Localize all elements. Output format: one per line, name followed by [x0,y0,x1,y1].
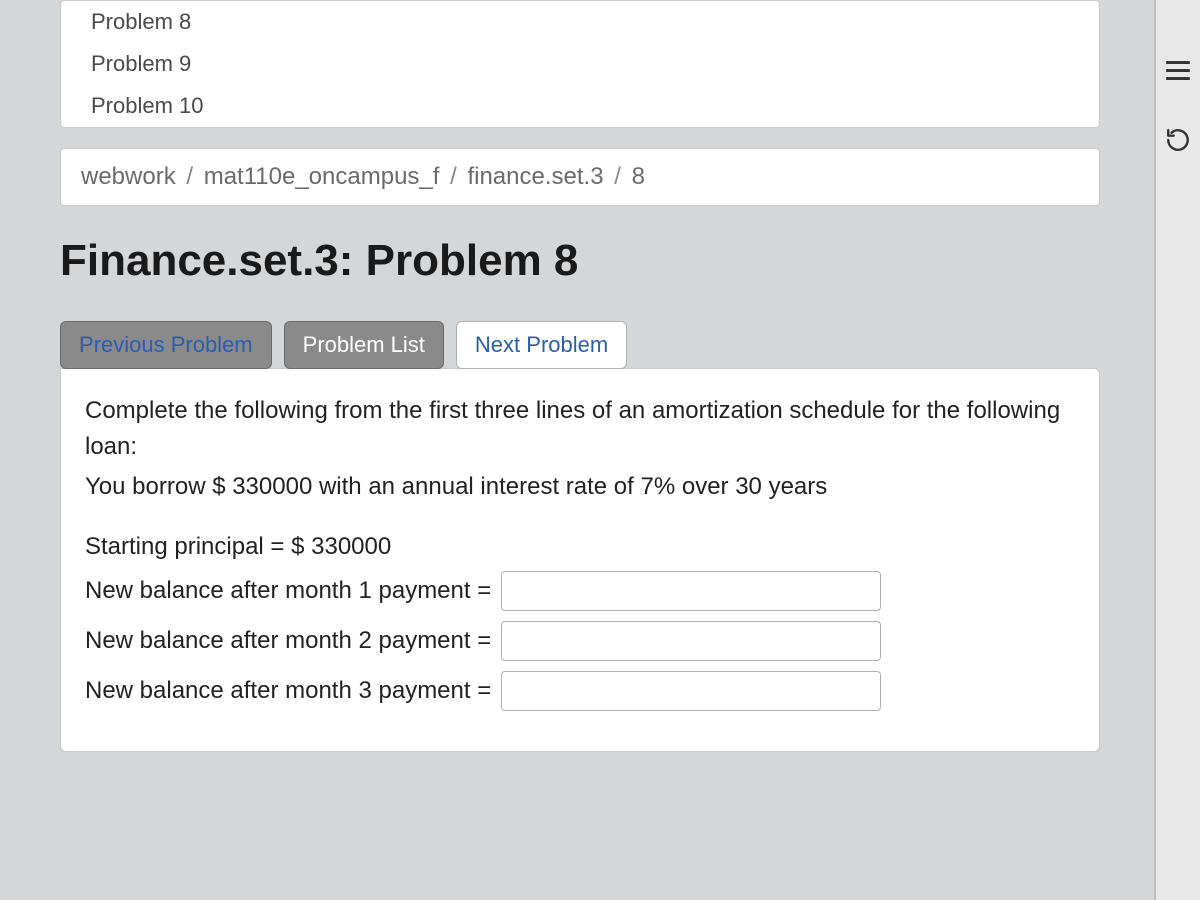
breadcrumb-webwork[interactable]: webwork [81,163,176,190]
menu-icon[interactable] [1163,55,1193,85]
sidebar-item-problem-10[interactable]: Problem 10 [61,85,1099,127]
answer-input-3[interactable] [501,671,881,711]
answer-row-3: New balance after month 3 payment = [85,671,1075,711]
breadcrumb-set[interactable]: finance.set.3 [467,163,603,190]
answer-row-2: New balance after month 2 payment = [85,621,1075,661]
breadcrumb-course[interactable]: mat110e_oncampus_f [204,163,440,190]
answer-input-2[interactable] [501,621,881,661]
breadcrumb: webwork / mat110e_oncampus_f / finance.s… [60,148,1100,206]
answer-row-1: New balance after month 1 payment = [85,571,1075,611]
next-problem-button[interactable]: Next Problem [456,321,627,369]
starting-principal: Starting principal = $ 330000 [85,529,1075,565]
undo-icon[interactable] [1163,125,1193,155]
nav-buttons: Previous Problem Problem List Next Probl… [60,321,1100,369]
problem-intro: Complete the following from the first th… [85,393,1075,465]
page-title: Finance.set.3: Problem 8 [60,236,1100,286]
answer-input-1[interactable] [501,571,881,611]
sidebar-item-problem-9[interactable]: Problem 9 [61,43,1099,85]
breadcrumb-sep: / [614,163,621,190]
breadcrumb-problem[interactable]: 8 [632,163,645,190]
breadcrumb-sep: / [450,163,457,190]
problem-body: Complete the following from the first th… [60,368,1100,752]
problem-list-button[interactable]: Problem List [284,321,444,369]
answer-label-1: New balance after month 1 payment = [85,573,491,609]
answer-label-2: New balance after month 2 payment = [85,623,491,659]
right-toolbar [1154,0,1200,900]
sidebar-item-problem-8[interactable]: Problem 8 [61,1,1099,43]
breadcrumb-sep: / [186,163,193,190]
problem-list: Problem 8 Problem 9 Problem 10 [60,0,1100,128]
answer-label-3: New balance after month 3 payment = [85,673,491,709]
problem-loan: You borrow $ 330000 with an annual inter… [85,469,1075,505]
previous-problem-button[interactable]: Previous Problem [60,321,272,369]
